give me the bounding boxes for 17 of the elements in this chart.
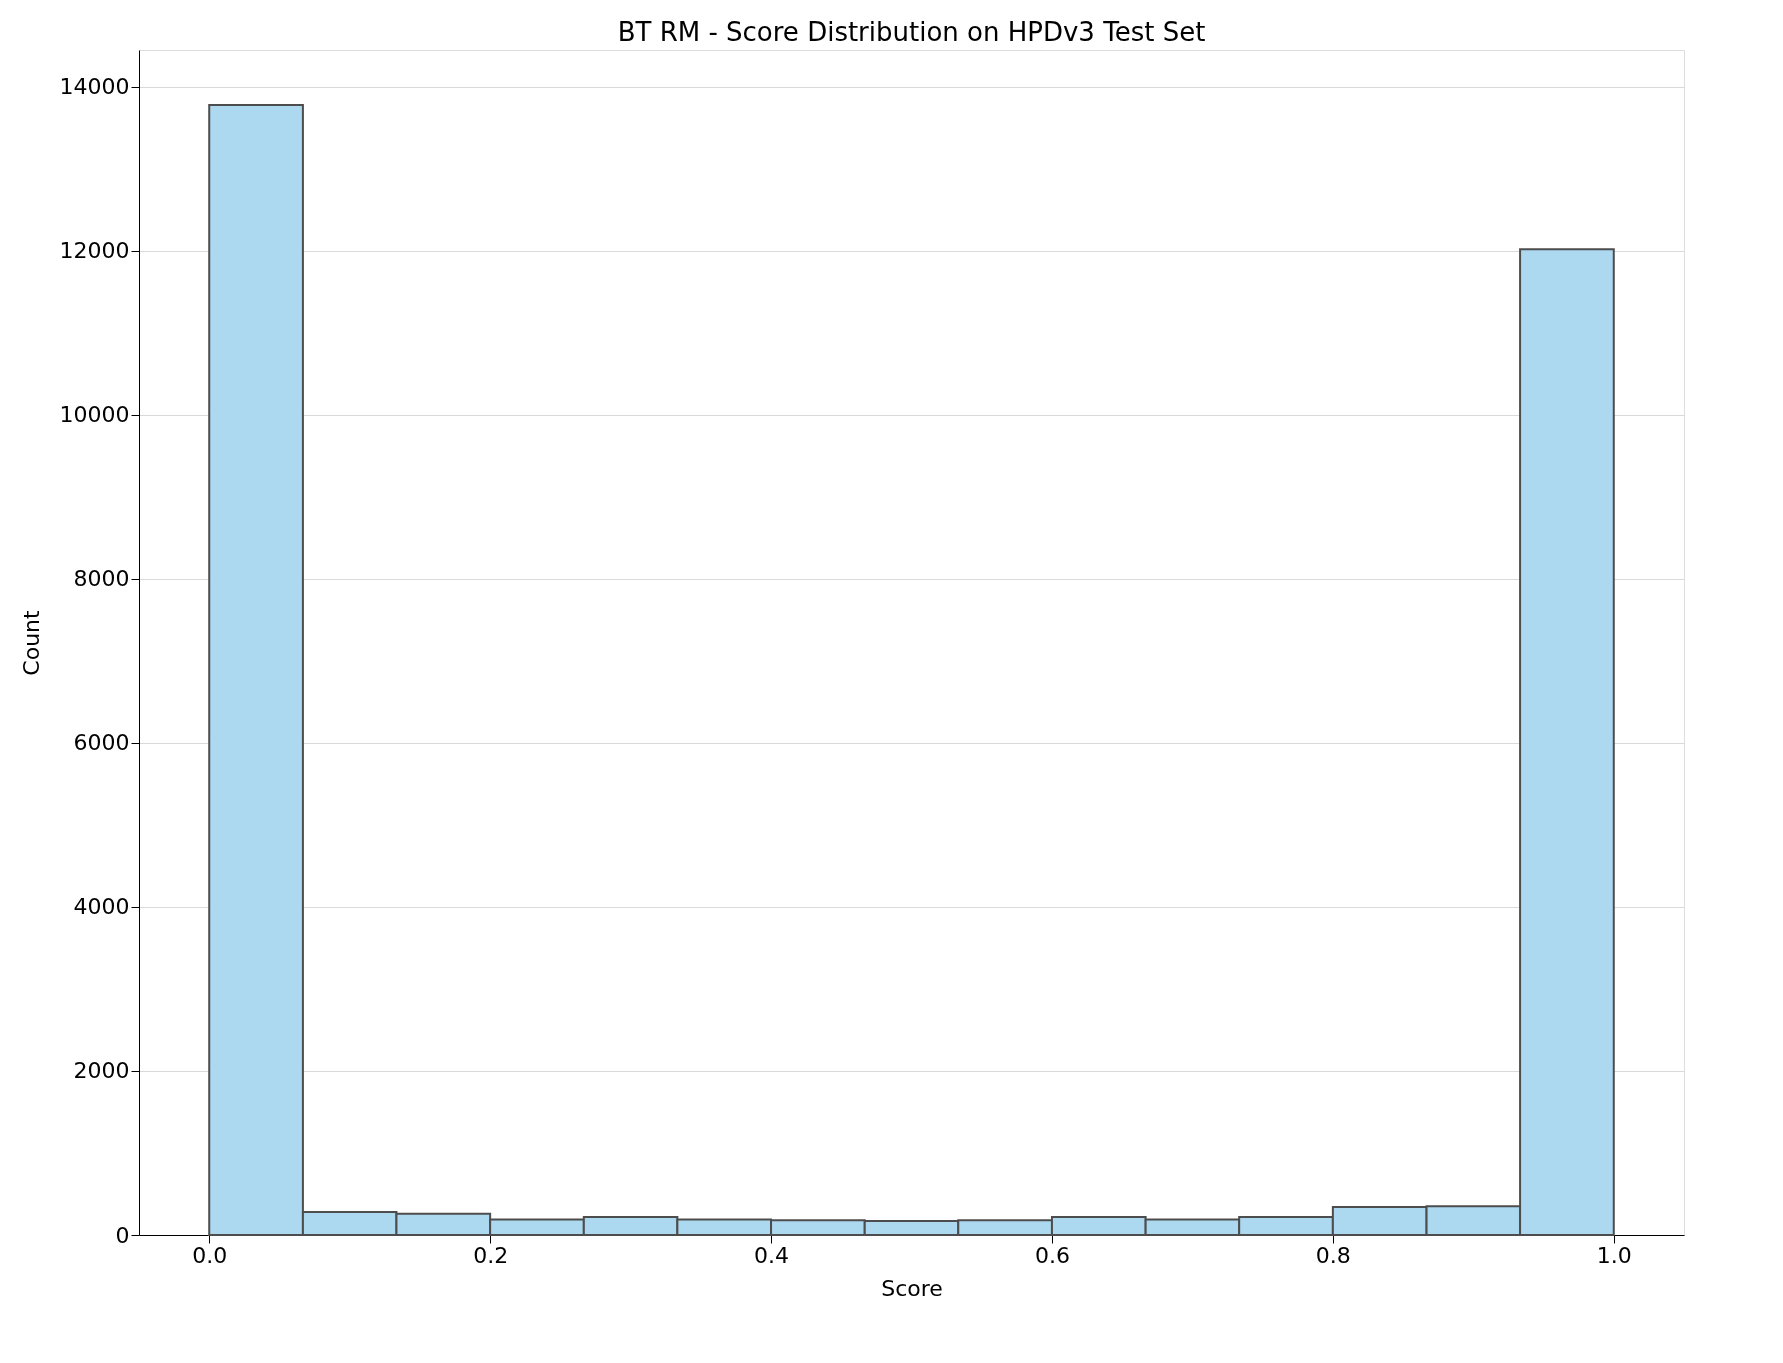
x-axis-title: Score xyxy=(881,1275,943,1301)
y-tick-label: 0 xyxy=(115,1222,130,1248)
y-axis-title: Count xyxy=(18,609,44,676)
x-tick-label: 1.0 xyxy=(1596,1242,1632,1268)
y-tick-label: 12000 xyxy=(59,238,130,264)
y-tick-label: 14000 xyxy=(59,74,130,100)
y-tick-label: 2000 xyxy=(73,1058,130,1084)
y-tick-label: 4000 xyxy=(73,894,130,920)
x-tick-label: 0.6 xyxy=(1034,1242,1070,1268)
x-tick-label: 0.0 xyxy=(192,1242,228,1268)
y-tick-label: 6000 xyxy=(73,730,130,756)
x-tick-label: 0.4 xyxy=(754,1242,790,1268)
x-tick-label: 0.2 xyxy=(473,1242,509,1268)
chart-title: BT RM - Score Distribution on HPDv3 Test Set xyxy=(617,17,1206,47)
x-tick-label: 0.8 xyxy=(1315,1242,1351,1268)
y-tick-label: 10000 xyxy=(59,402,130,428)
y-tick-label: 8000 xyxy=(73,566,130,592)
